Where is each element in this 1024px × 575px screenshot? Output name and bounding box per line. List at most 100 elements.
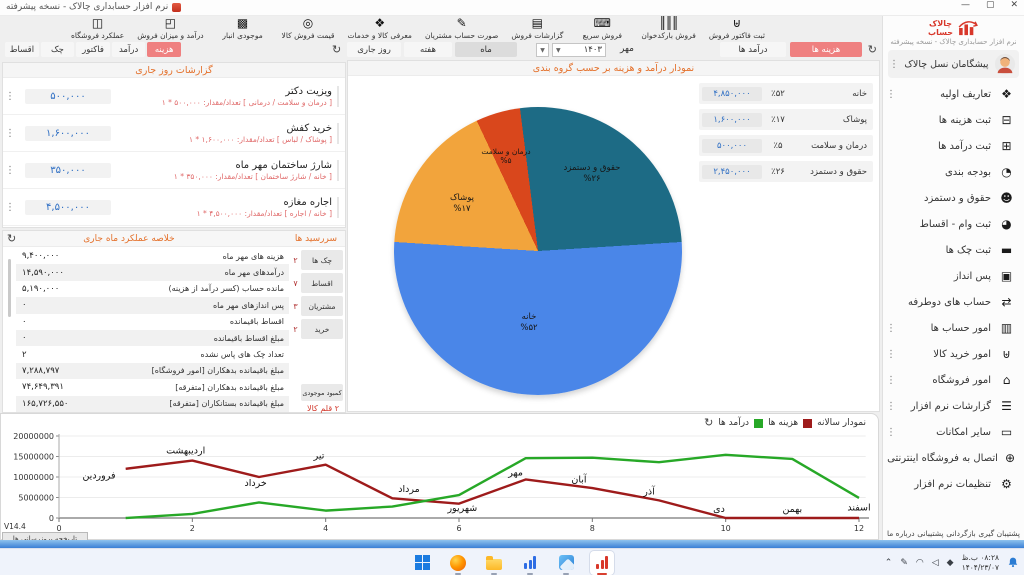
- toolbar-button[interactable]: ⌨ فروش سریع: [573, 17, 631, 43]
- footer-link[interactable]: پشتیبانی: [917, 529, 944, 538]
- category-row[interactable]: خانه ٪۵۲ ۴,۸۵۰,۰۰۰: [699, 83, 873, 104]
- inventory-box-icon: ▩: [236, 16, 249, 30]
- item-kebab-icon[interactable]: ⋮: [5, 201, 15, 213]
- toolbar-button[interactable]: ◰ درآمد و میزان فروش: [134, 17, 206, 43]
- windows-logo-icon: [414, 555, 430, 570]
- pie-chart[interactable]: خانه %۵۲ پوشاک %۱۷ درمان و سلامت %۵ حقوق و دست…: [394, 107, 682, 395]
- dues-tab[interactable]: خرید: [301, 319, 343, 339]
- month-dropdown[interactable]: ▼: [536, 43, 549, 57]
- sidebar-item-register-incomes[interactable]: ⊞ ثبت درآمد ها: [883, 133, 1024, 159]
- sidebar-item-payroll[interactable]: ☻ حقوق و دستمزد: [883, 185, 1024, 211]
- svg-text:آبان: آبان: [571, 472, 587, 485]
- tab-expenses[interactable]: هزینه ها: [790, 42, 862, 57]
- chart-refresh-icon[interactable]: ↻: [867, 43, 877, 56]
- toolbar-button[interactable]: ║║║ فروش بارکدخوان: [638, 17, 699, 43]
- toolbar-button[interactable]: ✎ صورت حساب مشتریان: [422, 17, 501, 43]
- sidebar-item-other-features[interactable]: ▭ سایر امکانات ⋮: [883, 419, 1024, 445]
- period-tab-month[interactable]: ماه: [455, 42, 517, 57]
- dues-tab[interactable]: چک ها: [301, 250, 343, 270]
- footer-link[interactable]: پشتیبان گیری: [978, 529, 1020, 538]
- sidebar-item-online-store-connect[interactable]: ⊕ اتصال به فروشگاه اینترنتی: [883, 445, 1024, 471]
- toolbar-button[interactable]: ▩ موجودی انبار: [214, 17, 272, 43]
- sidebar-item-settings[interactable]: ⚙ تنظیمات نرم افزار: [883, 471, 1024, 497]
- sidebar-item-two-way-accounts[interactable]: ⇄ حساب های دوطرفه: [883, 289, 1024, 315]
- sidebar-item-budgeting[interactable]: ◔ بودجه بندی: [883, 159, 1024, 185]
- toolbar-button[interactable]: ❖ معرفی کالا و خدمات: [345, 17, 415, 43]
- report-tab-1[interactable]: درآمد: [111, 42, 146, 57]
- sidebar-item-register-expenses[interactable]: ⊟ ثبت هزینه ها: [883, 107, 1024, 133]
- toolbar-button[interactable]: ⊎ ثبت فاکتور فروش: [706, 17, 768, 43]
- report-tab-3[interactable]: چک: [40, 42, 75, 57]
- report-tab-4[interactable]: اقساط: [5, 42, 39, 57]
- taskbar-clock[interactable]: ۰۸:۲۸ ب.ظ ۱۴۰۴/۲۳/۰۷: [962, 553, 999, 572]
- item-kebab-icon[interactable]: ⋮: [886, 88, 896, 100]
- sidebar-item-accounts[interactable]: ▥ امور حساب ها ⋮: [883, 315, 1024, 341]
- summary-refresh-icon[interactable]: ↻: [7, 232, 17, 245]
- category-row[interactable]: پوشاک ٪۱۷ ۱,۶۰۰,۰۰۰: [699, 109, 873, 130]
- wifi-icon[interactable]: ◠: [915, 557, 924, 568]
- sidebar-item-checks[interactable]: ▬ ثبت چک ها: [883, 237, 1024, 263]
- summary-scrollbar[interactable]: [8, 259, 11, 317]
- report-tab-0[interactable]: هزینه: [147, 42, 181, 57]
- start-button[interactable]: [410, 551, 434, 575]
- sidebar-item-purchases-cart[interactable]: ⊎ امور خرید کالا ⋮: [883, 341, 1024, 367]
- sidebar-item-definitions[interactable]: ❖ تعاریف اولیه ⋮: [883, 81, 1024, 107]
- item-kebab-icon[interactable]: ⋮: [886, 400, 896, 412]
- item-kebab-icon[interactable]: ⋮: [886, 322, 896, 334]
- taskbar-file-explorer[interactable]: [482, 551, 506, 575]
- legend-swatch: [803, 418, 813, 428]
- stock-shortage-tab[interactable]: کمبود موجودی: [301, 384, 343, 401]
- dues-tab[interactable]: مشتریان: [301, 296, 343, 316]
- minimize-button[interactable]: —: [960, 0, 970, 10]
- purchases-cart-icon: ⊎: [1002, 347, 1011, 362]
- period-refresh-icon[interactable]: ↻: [332, 43, 342, 56]
- footer-link[interactable]: درباره ما: [887, 529, 915, 538]
- sidebar-item-store[interactable]: ⌂ امور فروشگاه ⋮: [883, 367, 1024, 393]
- daily-report-item[interactable]: اجاره مغازه[ خانه / اجاره ] تعداد/مقدار:…: [3, 189, 345, 226]
- sidebar-item-label: تنظیمات نرم افزار: [914, 478, 991, 490]
- volume-icon[interactable]: ◁: [931, 557, 939, 568]
- svg-text:اردیبهشت: اردیبهشت: [166, 446, 205, 457]
- user-menu-kebab-icon[interactable]: ⋮: [889, 58, 899, 70]
- year-dropdown[interactable]: ▼ ۱۴۰۳: [552, 43, 606, 57]
- item-kebab-icon[interactable]: ⋮: [5, 90, 15, 102]
- category-row[interactable]: درمان و سلامت ٪۵ ۵۰۰,۰۰۰: [699, 135, 873, 156]
- toolbar-button[interactable]: ◎ قیمت فروش کالا: [279, 17, 338, 43]
- sidebar: چالاک حساب نرم افزار حسابداری چالاک - نس…: [882, 16, 1024, 540]
- close-button[interactable]: ✕: [1010, 0, 1018, 10]
- sidebar-item-loans-installments[interactable]: ◕ ثبت وام - اقساط: [883, 211, 1024, 237]
- daily-report-item[interactable]: ویزیت دکتر[ درمان و سلامت / درمانی ] تعد…: [3, 78, 345, 115]
- toolbar-button[interactable]: ▤ گزارشات فروش: [508, 17, 566, 43]
- taskbar-chalak-app[interactable]: [590, 550, 614, 575]
- period-tab-week[interactable]: هفته: [404, 42, 452, 57]
- hidden-icons-chevron[interactable]: ⌃: [884, 557, 893, 568]
- sidebar-item-label: ثبت چک ها: [945, 244, 991, 256]
- item-kebab-icon[interactable]: ⋮: [5, 164, 15, 176]
- dues-tab[interactable]: اقساط: [301, 273, 343, 293]
- taskbar-photos[interactable]: [554, 551, 578, 575]
- line-chart-refresh-icon[interactable]: ↻: [704, 416, 714, 429]
- item-kebab-icon[interactable]: ⋮: [5, 127, 15, 139]
- tab-incomes[interactable]: درآمد ها: [720, 42, 786, 57]
- pen-input-icon[interactable]: ✎: [900, 557, 908, 568]
- taskbar-stats-app[interactable]: [518, 551, 542, 575]
- footer-link[interactable]: بازگردانی: [946, 529, 976, 538]
- category-value: ۲,۴۵۰,۰۰۰: [702, 164, 762, 179]
- toolbar-button[interactable]: ◫ عملکرد فروشگاه: [68, 17, 127, 43]
- daily-report-item[interactable]: خرید کفش[ پوشاک / لباس ] تعداد/مقدار: ۱,…: [3, 115, 345, 152]
- daily-report-item[interactable]: شارژ ساختمان مهر ماه[ خانه / شارژ ساختما…: [3, 152, 345, 189]
- user-profile-row[interactable]: پیشگامان نسل چالاک ⋮: [888, 50, 1019, 79]
- item-kebab-icon[interactable]: ⋮: [886, 426, 896, 438]
- notification-bell-icon[interactable]: [1007, 556, 1019, 569]
- report-tab-2[interactable]: فاکتور: [76, 42, 110, 57]
- period-tab-today[interactable]: روز جاری: [347, 42, 401, 57]
- category-row[interactable]: حقوق و دستمزد ٪۲۶ ۲,۴۵۰,۰۰۰: [699, 161, 873, 182]
- line-chart[interactable]: 0 5000000 10000000 15000000 20000000 0 2 4 6 8 10 1…: [1, 428, 880, 539]
- sidebar-item-savings[interactable]: ▣ پس انداز: [883, 263, 1024, 289]
- item-kebab-icon[interactable]: ⋮: [886, 374, 896, 386]
- sidebar-item-software-reports[interactable]: ☰ گزارشات نرم افزار ⋮: [883, 393, 1024, 419]
- security-tray-icon[interactable]: ◆: [946, 557, 954, 568]
- taskbar-firefox[interactable]: [446, 551, 470, 575]
- item-kebab-icon[interactable]: ⋮: [886, 348, 896, 360]
- maximize-button[interactable]: ▢: [985, 0, 995, 10]
